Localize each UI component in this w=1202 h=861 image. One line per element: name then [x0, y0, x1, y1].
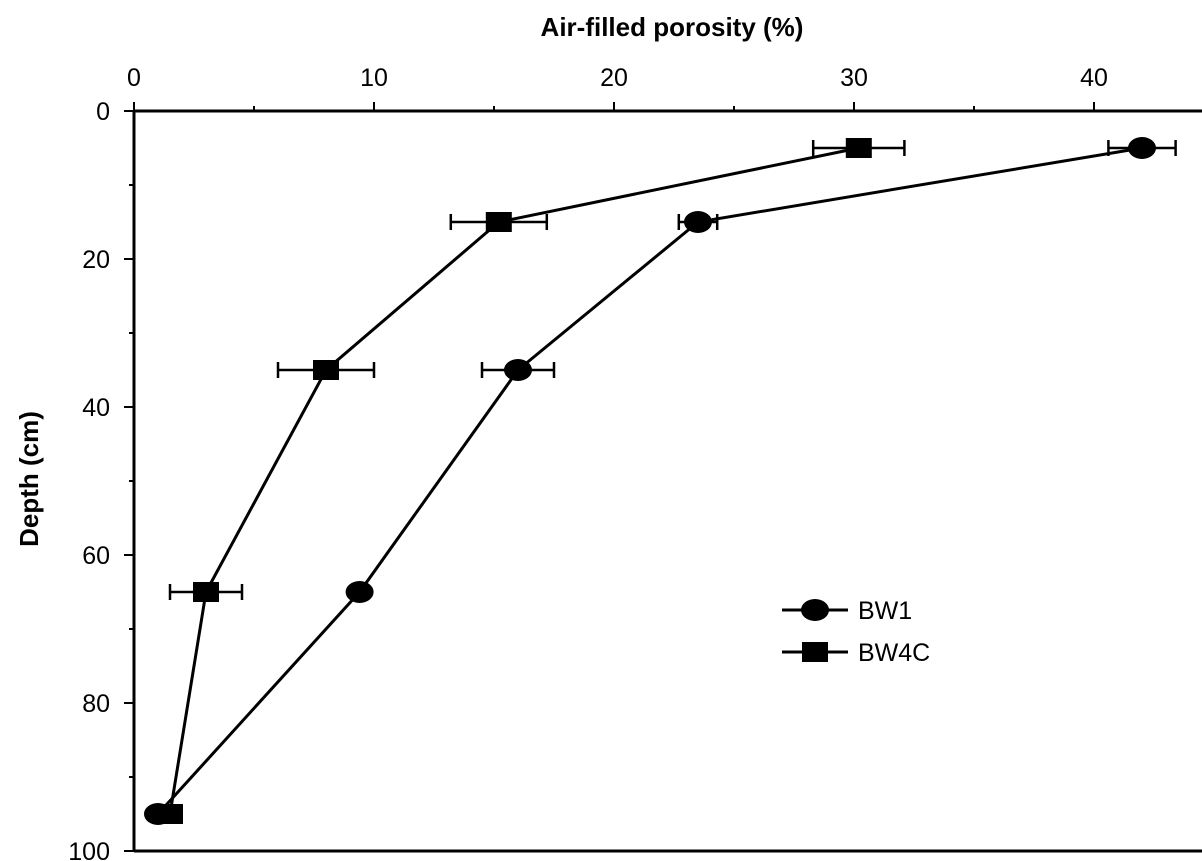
x-tick-label: 0 [127, 64, 141, 92]
data-point [313, 360, 339, 380]
legend-marker [801, 599, 829, 621]
data-point [193, 582, 219, 602]
y-tick-label: 20 [82, 246, 110, 274]
data-point [845, 138, 872, 158]
data-point [157, 804, 183, 824]
data-point [485, 212, 512, 232]
legend-item-BW1: BW1 [782, 597, 912, 625]
legend: BW1 BW4C [782, 597, 930, 667]
y-tick-label: 100 [68, 838, 110, 861]
data-point [504, 359, 532, 381]
y-tick-label: 0 [96, 98, 110, 126]
legend-label: BW4C [858, 639, 930, 667]
legend-item-BW4C: BW4C [782, 639, 930, 667]
y-tick-label: 60 [82, 542, 110, 570]
x-tick-label: 10 [360, 64, 388, 92]
x-tick-label: 20 [600, 64, 628, 92]
x-tick-label: 40 [1080, 64, 1108, 92]
x-axis-title: Air-filled porosity (%) [541, 12, 804, 42]
y-tick-label: 80 [82, 690, 110, 718]
series-layer [144, 137, 1177, 825]
x-tick-label: 30 [840, 64, 868, 92]
legend-marker [802, 642, 828, 662]
series-line [168, 146, 860, 815]
axes: 0 10 20 30 40 0 20 40 60 80 100 [68, 64, 1202, 861]
y-tick-label: 40 [82, 394, 110, 422]
y-axis-title: Depth (cm) [14, 411, 44, 547]
series-line [156, 146, 1143, 816]
data-point [1128, 137, 1156, 159]
data-point [684, 211, 712, 233]
legend-label: BW1 [858, 597, 912, 625]
series-BW1 [144, 137, 1177, 825]
series-BW4C [157, 138, 906, 824]
data-point [345, 581, 374, 603]
